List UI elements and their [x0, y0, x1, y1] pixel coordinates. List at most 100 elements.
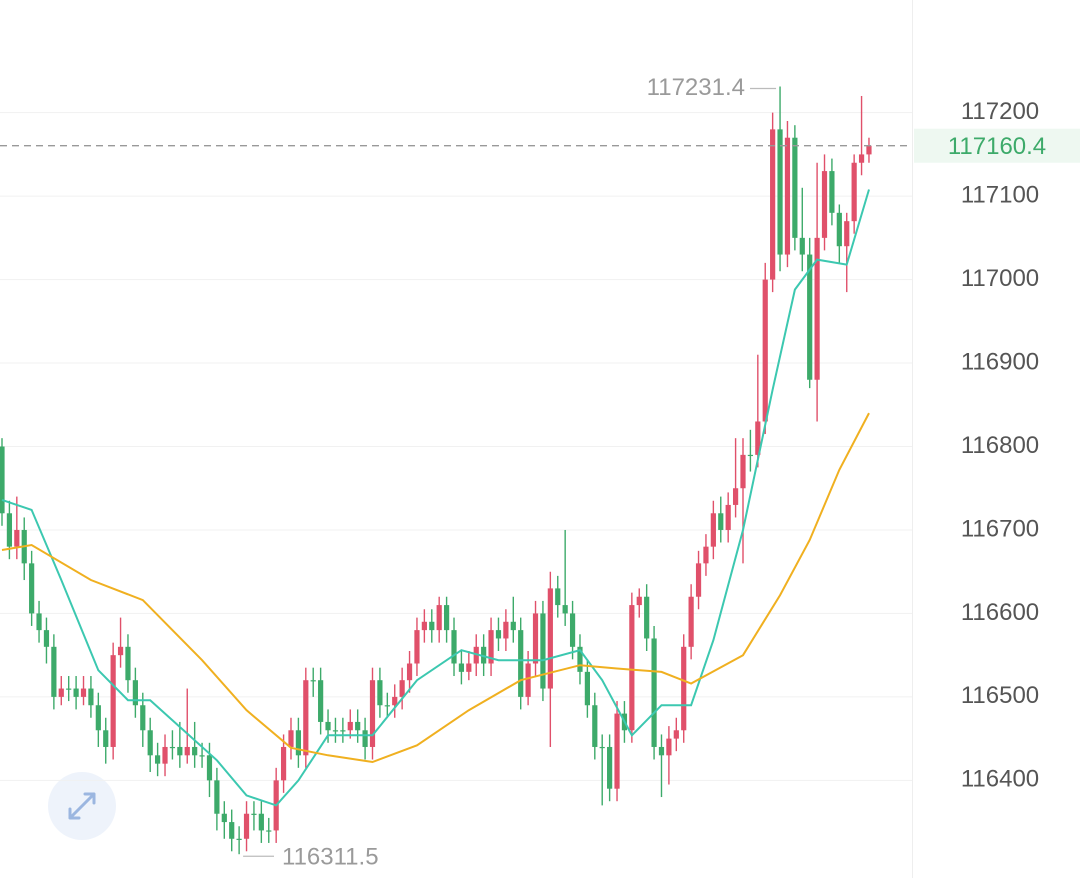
candle-body: [569, 613, 576, 647]
candle-body: [347, 721, 353, 731]
candle-body: [258, 813, 264, 831]
candle-body: [243, 813, 250, 839]
candle-body: [725, 504, 731, 530]
candle-body: [858, 154, 865, 163]
candle-body: [325, 721, 331, 731]
candle-body: [288, 730, 294, 747]
current-price-label: 117160.4: [948, 133, 1046, 160]
candle-body: [466, 663, 472, 672]
candle-body: [421, 621, 427, 631]
expand-button[interactable]: [48, 772, 116, 840]
candle-body: [236, 838, 242, 840]
candle-body: [562, 605, 568, 614]
candle-body: [125, 646, 131, 681]
candle-body: [295, 730, 301, 756]
candle-body: [117, 646, 124, 656]
candle-body: [488, 630, 494, 664]
candle-body: [458, 663, 465, 672]
candle-body: [599, 746, 605, 749]
candle-body: [66, 688, 72, 690]
candle-body: [162, 746, 168, 764]
candle-body: [192, 746, 198, 756]
candle-body: [584, 671, 590, 706]
candle-body: [821, 171, 828, 238]
candle-body: [681, 646, 687, 731]
expand-icon[interactable]: [68, 792, 96, 820]
candle-body: [644, 596, 650, 639]
y-tick-label: 116400: [961, 766, 1039, 793]
y-tick-label: 117200: [961, 98, 1039, 125]
candle-body: [110, 655, 116, 747]
candle-body: [429, 621, 435, 631]
candle-body: [184, 746, 190, 756]
candle-body: [503, 621, 509, 639]
candle-body: [36, 613, 42, 631]
candle-body: [807, 254, 813, 380]
candle-body: [362, 730, 368, 747]
candle-body: [547, 588, 553, 689]
candle-body: [510, 621, 516, 631]
candle-body: [844, 221, 850, 247]
candle-body: [132, 680, 138, 706]
candle-body: [318, 680, 324, 722]
candle-body: [710, 513, 716, 547]
candle-body: [392, 696, 398, 706]
min-label: 116311.5: [282, 844, 379, 871]
y-tick-label: 116600: [961, 599, 1039, 626]
candle-body: [6, 513, 13, 547]
candle-body: [88, 688, 94, 706]
moving-average-line: [1, 412, 870, 764]
y-tick-label: 117100: [961, 181, 1039, 208]
candle-body: [14, 529, 20, 547]
candle-body: [406, 663, 413, 681]
candle-body: [688, 596, 694, 647]
candle-body: [836, 212, 842, 247]
candle-body: [303, 680, 309, 756]
y-tick-label: 116900: [961, 348, 1039, 375]
candle-body: [0, 446, 5, 514]
y-tick-label: 116700: [961, 515, 1039, 542]
candle-body: [495, 630, 502, 639]
current-price-box: [914, 128, 1080, 163]
candle-body: [851, 162, 857, 222]
candle-body: [58, 688, 64, 697]
candle-body: [718, 513, 724, 530]
candle-body: [140, 705, 146, 731]
candle-body: [532, 613, 539, 664]
candle-body: [747, 454, 754, 457]
y-tick-label: 116500: [961, 682, 1039, 709]
candle-body: [169, 746, 176, 749]
candle-body: [199, 755, 205, 757]
candle-body: [695, 563, 702, 597]
candle-body: [703, 546, 709, 564]
candle-body: [732, 488, 739, 505]
candle-body: [614, 713, 620, 789]
candle-body: [777, 129, 783, 255]
y-tick-label: 117000: [961, 265, 1039, 292]
candle-body: [214, 780, 220, 814]
candle-body: [799, 237, 805, 255]
candle-body: [332, 730, 339, 732]
candle-body: [762, 279, 768, 422]
candle-body: [340, 730, 346, 732]
candle-body: [155, 755, 161, 764]
candle-body: [607, 746, 613, 789]
candle-body: [177, 746, 183, 756]
candle-body: [866, 145, 872, 155]
candle-body: [266, 830, 272, 832]
candle-body: [792, 137, 798, 238]
candle-body: [636, 596, 642, 606]
candle-body: [740, 454, 746, 489]
candle-body: [592, 705, 598, 747]
candle-body: [280, 746, 287, 781]
moving-average-line: [1, 189, 870, 807]
candle-body: [540, 613, 546, 689]
candle-body: [518, 630, 524, 697]
max-label: 117231.4: [647, 74, 745, 101]
candle-body: [355, 721, 361, 731]
candle-body: [436, 605, 442, 631]
candle-body: [481, 646, 487, 664]
candle-body: [577, 646, 583, 672]
candle-body: [29, 563, 35, 614]
